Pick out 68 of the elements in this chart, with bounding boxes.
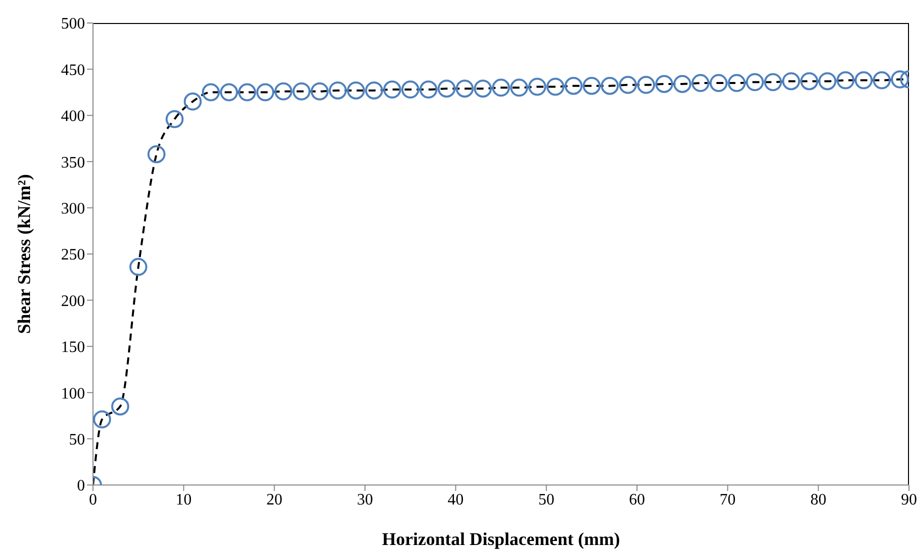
point (438, 80, 456, 98)
x-tick-label: 20 (266, 491, 282, 508)
y-tick-label: 50 (69, 431, 85, 448)
x-tick-label: 60 (629, 491, 645, 508)
x-tick-label: 40 (448, 491, 464, 508)
y-tick-label: 200 (61, 292, 85, 310)
point (166, 110, 184, 128)
point (637, 76, 656, 94)
point (546, 78, 564, 96)
point (184, 92, 202, 111)
point (618, 76, 637, 94)
y-tick-label: 150 (61, 339, 85, 356)
point (238, 83, 256, 102)
point (474, 80, 492, 98)
x-tick-label: 0 (89, 491, 97, 508)
point (129, 258, 148, 276)
y-tick-label: 100 (61, 385, 85, 402)
point (274, 82, 292, 100)
point (456, 80, 474, 98)
point (310, 82, 329, 100)
x-tick-label: 10 (176, 491, 192, 508)
y-tick-label: 500 (61, 16, 85, 33)
x-axis-title: Horizontal Displacement (mm) (382, 529, 620, 549)
point (764, 73, 782, 92)
point (383, 80, 402, 99)
x-tick-label: 30 (357, 491, 373, 508)
point (818, 72, 836, 90)
point (800, 72, 818, 90)
point (346, 81, 365, 100)
point (691, 74, 710, 92)
point (564, 76, 583, 95)
x-tick-label: 50 (538, 491, 554, 508)
point (782, 72, 800, 90)
point (890, 70, 909, 88)
point (328, 81, 347, 100)
point (582, 76, 601, 95)
x-tick-label: 90 (901, 491, 917, 508)
point (872, 71, 891, 90)
point (728, 74, 746, 92)
point (111, 397, 130, 416)
y-tick-label: 300 (61, 200, 85, 218)
point (202, 83, 220, 102)
point (746, 73, 764, 92)
point (365, 81, 384, 100)
point (419, 80, 438, 99)
point (600, 76, 619, 95)
point (528, 78, 546, 96)
y-tick-label: 250 (61, 246, 85, 264)
point (256, 83, 274, 102)
point (93, 410, 112, 428)
point (492, 78, 510, 97)
y-axis-title: Shear Stress (kN/m²) (14, 174, 34, 334)
point (854, 71, 873, 90)
point (220, 83, 238, 102)
point (655, 74, 674, 93)
y-tick-label: 350 (61, 154, 85, 172)
y-tick-label: 0 (77, 478, 85, 495)
x-tick-label: 70 (720, 491, 736, 508)
y-tick-label: 400 (61, 108, 85, 126)
point (292, 82, 311, 100)
point (510, 78, 528, 97)
point (673, 74, 692, 93)
x-tick-label: 80 (810, 491, 826, 508)
point (147, 145, 166, 164)
point (401, 80, 420, 99)
point (710, 74, 728, 92)
point (836, 71, 855, 90)
y-tick-label: 450 (61, 62, 85, 79)
